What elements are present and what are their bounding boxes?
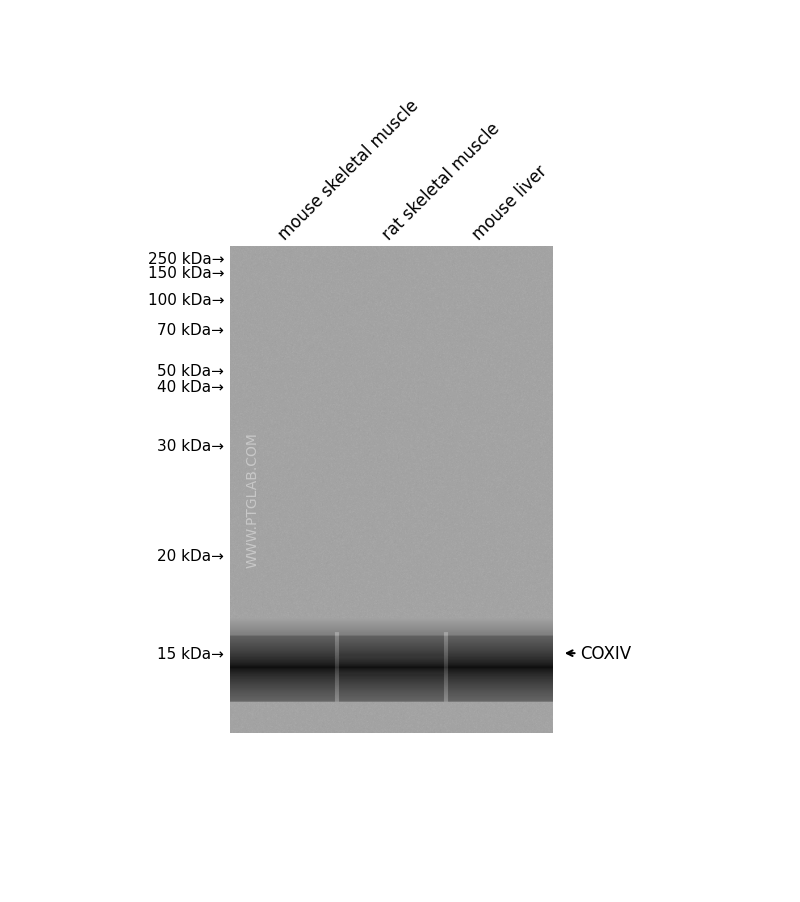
Text: 30 kDa→: 30 kDa→ (157, 439, 224, 454)
Text: 70 kDa→: 70 kDa→ (157, 323, 224, 338)
Text: mouse skeletal muscle: mouse skeletal muscle (275, 97, 422, 244)
Text: 50 kDa→: 50 kDa→ (157, 364, 224, 379)
Text: rat skeletal muscle: rat skeletal muscle (378, 120, 503, 244)
Text: COXIV: COXIV (581, 644, 632, 662)
Text: 40 kDa→: 40 kDa→ (157, 380, 224, 395)
Text: mouse liver: mouse liver (469, 162, 550, 244)
Text: 20 kDa→: 20 kDa→ (157, 548, 224, 563)
Text: 15 kDa→: 15 kDa→ (157, 646, 224, 661)
Text: 100 kDa→: 100 kDa→ (147, 292, 224, 308)
Text: 250 kDa→: 250 kDa→ (147, 253, 224, 267)
Text: 150 kDa→: 150 kDa→ (147, 266, 224, 281)
